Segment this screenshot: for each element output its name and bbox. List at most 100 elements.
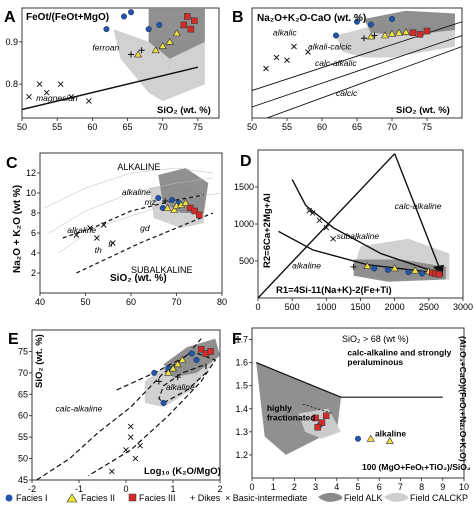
- point-facies-ii: [164, 368, 173, 376]
- field-label: mz: [145, 197, 157, 207]
- y-tick-label: 55: [18, 432, 28, 442]
- point-facies-ii: [158, 41, 167, 49]
- legend-facies3: Facies III: [139, 493, 176, 503]
- field-label: alkaline: [67, 225, 96, 235]
- x-tick-label: 50: [17, 122, 27, 132]
- panel-f: calc-alkaline and strongly highlyfraction…: [232, 327, 471, 492]
- x-tick-label: 6: [377, 482, 382, 492]
- panel-title: SiO₂ > 68 (wt %): [342, 334, 409, 344]
- point-facies-ii: [363, 262, 372, 269]
- point-facies-i: [188, 350, 195, 357]
- y-axis-label: R2=6Ca+2Mg+Al: [262, 193, 273, 268]
- field-label: alkalic: [273, 28, 297, 38]
- x-tick-label: 60: [87, 122, 97, 132]
- legend-marker-field-alk: [318, 492, 343, 502]
- field-label: peraluminous: [347, 357, 403, 367]
- point-facies-ii: [134, 50, 143, 58]
- point-facies-iii: [435, 271, 443, 278]
- point-facies-iii: [409, 29, 417, 36]
- x-tick-label: 55: [52, 122, 62, 132]
- x-tick-label: 3: [313, 482, 318, 492]
- point-basic: [309, 210, 316, 216]
- point-basic: [306, 207, 313, 214]
- x-tick-label: 60: [126, 297, 136, 307]
- field-label: subalkaline: [337, 231, 380, 241]
- plot-area: calc-alkaline subalkaline alkaline: [258, 153, 450, 298]
- x-tick-label: 2500: [419, 302, 439, 312]
- legend-marker-facies2: [66, 493, 78, 503]
- y-tick-label: 1.6: [235, 358, 248, 368]
- plot-area: calc-alkaline and strongly highlyfraction…: [255, 348, 452, 455]
- point-facies-i: [156, 21, 163, 28]
- y-tick-label: 1500: [234, 182, 254, 192]
- point-dike: [155, 378, 162, 385]
- point-facies-iii: [197, 346, 205, 353]
- panel-e: calc-alkaline alkaline -2 -1 0 1 2 45 50 55 60 65 70…: [8, 329, 223, 494]
- field-label: ferroan: [92, 42, 119, 52]
- plot-area: ALKALINESUBALKALINEalkalinemzgdthtralkal…: [44, 162, 222, 275]
- legend-dikes: + Dikes: [190, 493, 221, 503]
- field-label: SUBALKALINE: [131, 265, 193, 275]
- point-facies-ii: [163, 203, 172, 211]
- point-dike: [162, 198, 169, 204]
- field-label: ALKALINE: [117, 162, 160, 172]
- point-facies-i: [405, 269, 412, 276]
- point-facies-i: [145, 26, 152, 33]
- point-facies-iii: [322, 412, 330, 419]
- point-basic: [273, 54, 280, 61]
- y-tick-label: 70: [18, 368, 28, 378]
- x-axis-label: SiO₂ (wt. %): [396, 105, 450, 116]
- point-facies-ii: [401, 28, 411, 36]
- y-tick-label: 500: [239, 256, 254, 266]
- boundary-line: [258, 153, 396, 298]
- point-facies-iii: [196, 211, 203, 219]
- point-facies-i: [371, 265, 378, 272]
- x-tick-label: 70: [171, 297, 181, 307]
- point-basic: [87, 225, 93, 231]
- field-label: calcic: [336, 88, 358, 98]
- point-facies-ii: [411, 266, 420, 274]
- x-tick-label: 1000: [316, 302, 336, 312]
- panel-letter: B: [232, 9, 244, 26]
- x-tick-label: 2: [217, 484, 222, 494]
- point-facies-i: [151, 369, 158, 376]
- boundary-line: [76, 212, 214, 274]
- point-facies-i: [354, 18, 361, 25]
- x-tick-label: 2: [292, 482, 297, 492]
- point-basic: [57, 81, 64, 87]
- field-label: calc-alkaline and strongly: [347, 348, 451, 358]
- point-basic: [330, 235, 336, 242]
- boundary-line: [291, 179, 436, 273]
- field-label: tr: [108, 239, 114, 249]
- field-label: alkaline: [166, 382, 195, 392]
- point-basic: [109, 468, 115, 475]
- x-tick-label: 65: [352, 122, 362, 132]
- panel-title: Na₂O+K₂O-CaO (wt. %): [257, 13, 366, 24]
- point-facies-i: [103, 26, 110, 33]
- y-tick-label: 1.7: [235, 335, 248, 345]
- x-axis-label: Log₁₀ (K₂O/MgO): [144, 466, 221, 477]
- point-facies-ii: [380, 31, 390, 39]
- x-tick-label: 70: [387, 122, 397, 132]
- field-label: th: [95, 245, 102, 255]
- point-basic: [127, 434, 134, 440]
- panel-d: calc-alkaline subalkaline alkaline 0 500 1000…: [234, 149, 473, 312]
- point-facies-i: [389, 16, 396, 23]
- y-tick-label: 12: [26, 168, 36, 178]
- x-tick-label: 75: [193, 122, 203, 132]
- point-basic: [86, 98, 92, 104]
- point-facies-ii: [181, 198, 190, 206]
- point-facies-iii: [191, 17, 198, 24]
- point-basic: [43, 89, 50, 96]
- legend-facies2: Facies II: [81, 493, 115, 503]
- y-tick-label: 1.3: [235, 427, 248, 437]
- boundary-line: [252, 35, 462, 108]
- point-facies-i: [121, 13, 128, 20]
- x-axis-label: R1=4Si-11(Na+K)-2(Fe+Ti): [276, 285, 392, 296]
- point-basic: [36, 81, 43, 87]
- x-tick-label: 1: [271, 482, 276, 492]
- point-basic: [132, 455, 139, 462]
- point-dike: [361, 35, 367, 42]
- boundary-line: [302, 403, 333, 414]
- point-facies-ii: [172, 29, 181, 37]
